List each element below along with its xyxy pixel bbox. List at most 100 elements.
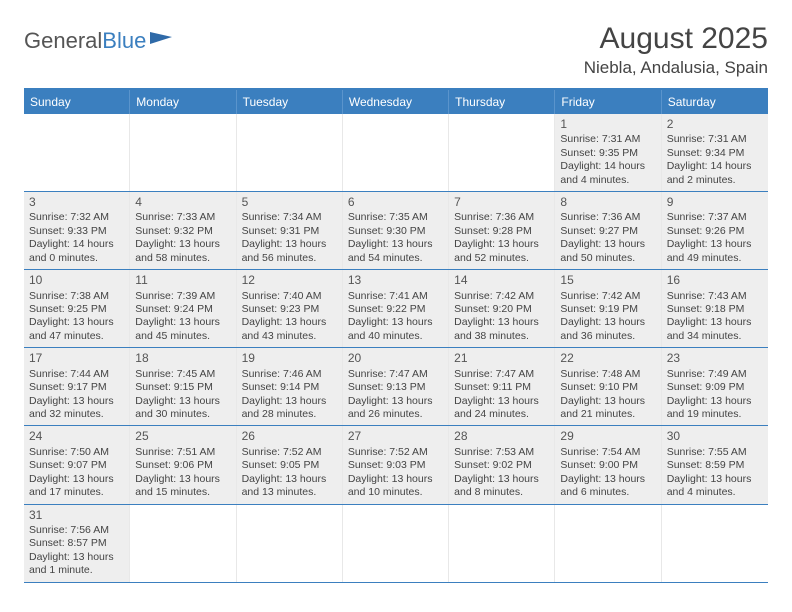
day-number: 10 [29, 273, 124, 288]
day-number: 6 [348, 195, 443, 210]
day-number: 25 [135, 429, 230, 444]
sunrise-text: Sunrise: 7:43 AM [667, 290, 763, 303]
day-cell: 14Sunrise: 7:42 AMSunset: 9:20 PMDayligh… [449, 270, 555, 347]
daylight-text: Daylight: 13 hours and 15 minutes. [135, 473, 230, 500]
sunset-text: Sunset: 9:24 PM [135, 303, 230, 316]
sunrise-text: Sunrise: 7:53 AM [454, 446, 549, 459]
day-of-week-header: SundayMondayTuesdayWednesdayThursdayFrid… [24, 90, 768, 114]
daylight-text: Daylight: 13 hours and 13 minutes. [242, 473, 337, 500]
day-cell: 18Sunrise: 7:45 AMSunset: 9:15 PMDayligh… [130, 348, 236, 425]
day-number: 16 [667, 273, 763, 288]
daylight-text: Daylight: 13 hours and 40 minutes. [348, 316, 443, 343]
daylight-text: Daylight: 13 hours and 34 minutes. [667, 316, 763, 343]
day-number: 5 [242, 195, 337, 210]
sunrise-text: Sunrise: 7:47 AM [348, 368, 443, 381]
day-cell: 28Sunrise: 7:53 AMSunset: 9:02 PMDayligh… [449, 426, 555, 503]
day-cell: 15Sunrise: 7:42 AMSunset: 9:19 PMDayligh… [555, 270, 661, 347]
sunrise-text: Sunrise: 7:56 AM [29, 524, 124, 537]
sunrise-text: Sunrise: 7:36 AM [560, 211, 655, 224]
day-cell: 22Sunrise: 7:48 AMSunset: 9:10 PMDayligh… [555, 348, 661, 425]
sunrise-text: Sunrise: 7:41 AM [348, 290, 443, 303]
dow-cell: Thursday [449, 90, 555, 114]
daylight-text: Daylight: 13 hours and 49 minutes. [667, 238, 763, 265]
dow-cell: Wednesday [343, 90, 449, 114]
calendar-body: 1Sunrise: 7:31 AMSunset: 9:35 PMDaylight… [24, 114, 768, 583]
location-subtitle: Niebla, Andalusia, Spain [584, 58, 768, 78]
day-cell: 3Sunrise: 7:32 AMSunset: 9:33 PMDaylight… [24, 192, 130, 269]
day-number: 30 [667, 429, 763, 444]
sunrise-text: Sunrise: 7:40 AM [242, 290, 337, 303]
sunset-text: Sunset: 9:25 PM [29, 303, 124, 316]
sunrise-text: Sunrise: 7:47 AM [454, 368, 549, 381]
day-number: 3 [29, 195, 124, 210]
day-number: 28 [454, 429, 549, 444]
sunrise-text: Sunrise: 7:52 AM [242, 446, 337, 459]
day-number: 22 [560, 351, 655, 366]
daylight-text: Daylight: 13 hours and 10 minutes. [348, 473, 443, 500]
sunrise-text: Sunrise: 7:33 AM [135, 211, 230, 224]
week-row: 17Sunrise: 7:44 AMSunset: 9:17 PMDayligh… [24, 348, 768, 426]
day-cell: 19Sunrise: 7:46 AMSunset: 9:14 PMDayligh… [237, 348, 343, 425]
daylight-text: Daylight: 13 hours and 4 minutes. [667, 473, 763, 500]
sunrise-text: Sunrise: 7:44 AM [29, 368, 124, 381]
daylight-text: Daylight: 13 hours and 1 minute. [29, 551, 124, 578]
sunrise-text: Sunrise: 7:32 AM [29, 211, 124, 224]
week-row: 31Sunrise: 7:56 AMSunset: 8:57 PMDayligh… [24, 505, 768, 583]
day-number: 7 [454, 195, 549, 210]
daylight-text: Daylight: 13 hours and 24 minutes. [454, 395, 549, 422]
day-cell: 2Sunrise: 7:31 AMSunset: 9:34 PMDaylight… [662, 114, 768, 191]
day-cell: 13Sunrise: 7:41 AMSunset: 9:22 PMDayligh… [343, 270, 449, 347]
day-number: 20 [348, 351, 443, 366]
week-row: 24Sunrise: 7:50 AMSunset: 9:07 PMDayligh… [24, 426, 768, 504]
day-cell: 26Sunrise: 7:52 AMSunset: 9:05 PMDayligh… [237, 426, 343, 503]
sunrise-text: Sunrise: 7:34 AM [242, 211, 337, 224]
day-number: 23 [667, 351, 763, 366]
sunrise-text: Sunrise: 7:55 AM [667, 446, 763, 459]
daylight-text: Daylight: 13 hours and 19 minutes. [667, 395, 763, 422]
daylight-text: Daylight: 13 hours and 56 minutes. [242, 238, 337, 265]
day-number: 27 [348, 429, 443, 444]
sunset-text: Sunset: 9:18 PM [667, 303, 763, 316]
day-number: 21 [454, 351, 549, 366]
sunset-text: Sunset: 9:32 PM [135, 225, 230, 238]
day-number: 26 [242, 429, 337, 444]
page-header: GeneralBlue August 2025 Niebla, Andalusi… [24, 22, 768, 78]
day-cell [449, 114, 555, 191]
daylight-text: Daylight: 13 hours and 38 minutes. [454, 316, 549, 343]
daylight-text: Daylight: 13 hours and 47 minutes. [29, 316, 124, 343]
sunrise-text: Sunrise: 7:42 AM [454, 290, 549, 303]
day-cell: 20Sunrise: 7:47 AMSunset: 9:13 PMDayligh… [343, 348, 449, 425]
day-cell: 9Sunrise: 7:37 AMSunset: 9:26 PMDaylight… [662, 192, 768, 269]
sunset-text: Sunset: 9:27 PM [560, 225, 655, 238]
day-cell [343, 505, 449, 582]
daylight-text: Daylight: 13 hours and 17 minutes. [29, 473, 124, 500]
daylight-text: Daylight: 13 hours and 30 minutes. [135, 395, 230, 422]
daylight-text: Daylight: 13 hours and 21 minutes. [560, 395, 655, 422]
daylight-text: Daylight: 13 hours and 58 minutes. [135, 238, 230, 265]
dow-cell: Friday [555, 90, 661, 114]
sunset-text: Sunset: 9:26 PM [667, 225, 763, 238]
dow-cell: Sunday [24, 90, 130, 114]
daylight-text: Daylight: 14 hours and 0 minutes. [29, 238, 124, 265]
daylight-text: Daylight: 13 hours and 26 minutes. [348, 395, 443, 422]
day-number: 8 [560, 195, 655, 210]
sunset-text: Sunset: 9:11 PM [454, 381, 549, 394]
daylight-text: Daylight: 13 hours and 28 minutes. [242, 395, 337, 422]
day-cell: 30 Sunrise: 7:55 AMSunset: 8:59 PMDayligh… [662, 426, 768, 503]
day-number: 14 [454, 273, 549, 288]
sunset-text: Sunset: 9:23 PM [242, 303, 337, 316]
sunrise-text: Sunrise: 7:36 AM [454, 211, 549, 224]
day-number: 24 [29, 429, 124, 444]
sunrise-text: Sunrise: 7:52 AM [348, 446, 443, 459]
daylight-text: Daylight: 14 hours and 4 minutes. [560, 160, 655, 187]
daylight-text: Daylight: 13 hours and 43 minutes. [242, 316, 337, 343]
sunset-text: Sunset: 9:00 PM [560, 459, 655, 472]
sunset-text: Sunset: 9:19 PM [560, 303, 655, 316]
day-number: 18 [135, 351, 230, 366]
day-cell: 21 Sunrise: 7:47 AMSunset: 9:11 PMDayligh… [449, 348, 555, 425]
sunset-text: Sunset: 8:59 PM [667, 459, 763, 472]
sunrise-text: Sunrise: 7:35 AM [348, 211, 443, 224]
sunset-text: Sunset: 9:07 PM [29, 459, 124, 472]
sunrise-text: Sunrise: 7:38 AM [29, 290, 124, 303]
day-cell [24, 114, 130, 191]
